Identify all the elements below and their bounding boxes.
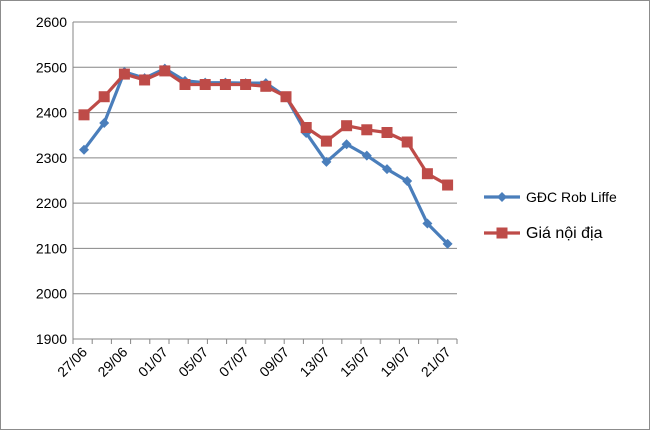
data-point: [422, 218, 433, 229]
data-point: [280, 91, 292, 103]
data-point: [421, 168, 433, 180]
data-point: [79, 144, 89, 155]
x-tick-label: 19/07: [377, 344, 413, 380]
legend-marker-1: [497, 192, 507, 202]
data-point: [78, 109, 90, 121]
data-point: [159, 65, 171, 77]
data-point: [361, 150, 372, 161]
data-point: [442, 238, 453, 249]
x-tick-label: 05/07: [175, 344, 211, 380]
y-tick-label: 2300: [36, 150, 67, 166]
legend-label-2: Giá nội địa: [526, 225, 603, 242]
data-point: [260, 80, 272, 92]
x-tick-label: 01/07: [135, 344, 171, 380]
data-point: [118, 68, 130, 80]
data-point: [341, 120, 353, 132]
data-point: [361, 124, 373, 136]
data-point: [219, 78, 231, 90]
data-point: [442, 179, 454, 191]
x-tick-label: 29/06: [94, 344, 130, 380]
series-line-1: [82, 67, 449, 246]
y-tick-label: 2200: [36, 195, 67, 211]
data-point: [321, 156, 332, 167]
data-point: [99, 117, 110, 128]
data-point: [179, 78, 191, 90]
y-tick-label: 2400: [36, 105, 67, 121]
data-point: [139, 74, 151, 86]
y-tick-label: 2000: [36, 286, 67, 302]
y-tick-label: 2100: [36, 240, 67, 256]
data-point: [382, 164, 392, 175]
data-point: [199, 78, 211, 90]
x-tick-label: 27/06: [54, 344, 90, 380]
y-tick-label: 1900: [36, 331, 67, 347]
y-tick-label: 2500: [36, 59, 67, 75]
x-tick-label: 15/07: [337, 344, 373, 380]
x-tick-label: 21/07: [418, 344, 454, 380]
data-point: [240, 78, 252, 90]
data-point: [401, 136, 413, 148]
x-tick-label: 13/07: [296, 344, 332, 380]
data-point: [402, 175, 413, 186]
data-point: [300, 122, 312, 134]
legend-label-1: GĐC Rob Liffe: [526, 189, 617, 205]
data-point: [98, 91, 110, 103]
data-point: [381, 126, 393, 138]
x-tick-label: 07/07: [216, 344, 252, 380]
legend-marker-2: [496, 227, 508, 239]
gridlines: [73, 21, 457, 340]
data-point: [341, 139, 352, 150]
y-tick-label: 2600: [36, 14, 67, 30]
x-tick-label: 09/07: [256, 344, 292, 380]
data-point: [320, 135, 332, 147]
